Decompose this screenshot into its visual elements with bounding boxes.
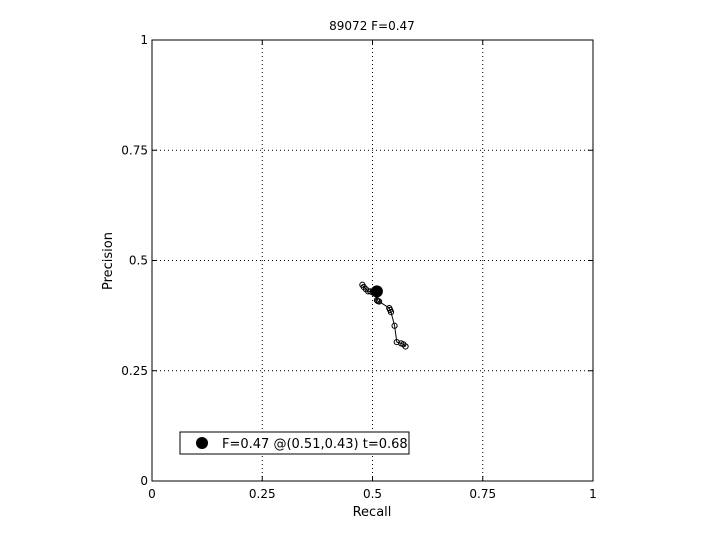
legend-box <box>179 431 410 455</box>
y-tick-label: 0.25 <box>121 364 148 378</box>
x-tick-label: 0.5 <box>363 487 382 501</box>
data-point <box>387 308 395 316</box>
x-tick-label: 0.25 <box>249 487 276 501</box>
x-tick-label: 1 <box>589 487 597 501</box>
data-point <box>391 322 398 329</box>
chart-title: 89072 F=0.47 <box>329 19 415 33</box>
legend-marker <box>196 437 208 449</box>
y-tick-label: 0.5 <box>129 254 148 268</box>
y-tick-label: 0.75 <box>121 143 148 157</box>
x-tick-label: 0 <box>148 487 156 501</box>
x-axis-label: Recall <box>353 505 392 520</box>
legend-label: F=0.47 @(0.51,0.43) t=0.68 <box>222 437 408 452</box>
y-tick-label: 0 <box>140 474 148 488</box>
grid-lines <box>152 40 593 481</box>
data-point <box>376 298 383 305</box>
data-point <box>364 288 372 295</box>
y-axis-label: Precision <box>101 232 116 290</box>
y-tick-label: 1 <box>140 33 148 47</box>
legend: F=0.47 @(0.51,0.43) t=0.68 <box>179 431 410 455</box>
axis-ticks: 0 0.25 0.5 0.75 1 0 0.25 0.5 0.75 1 <box>121 33 597 501</box>
x-tick-label: 0.75 <box>469 487 496 501</box>
data-point <box>402 343 409 350</box>
best-f-point <box>370 285 383 298</box>
series-group <box>359 281 409 350</box>
